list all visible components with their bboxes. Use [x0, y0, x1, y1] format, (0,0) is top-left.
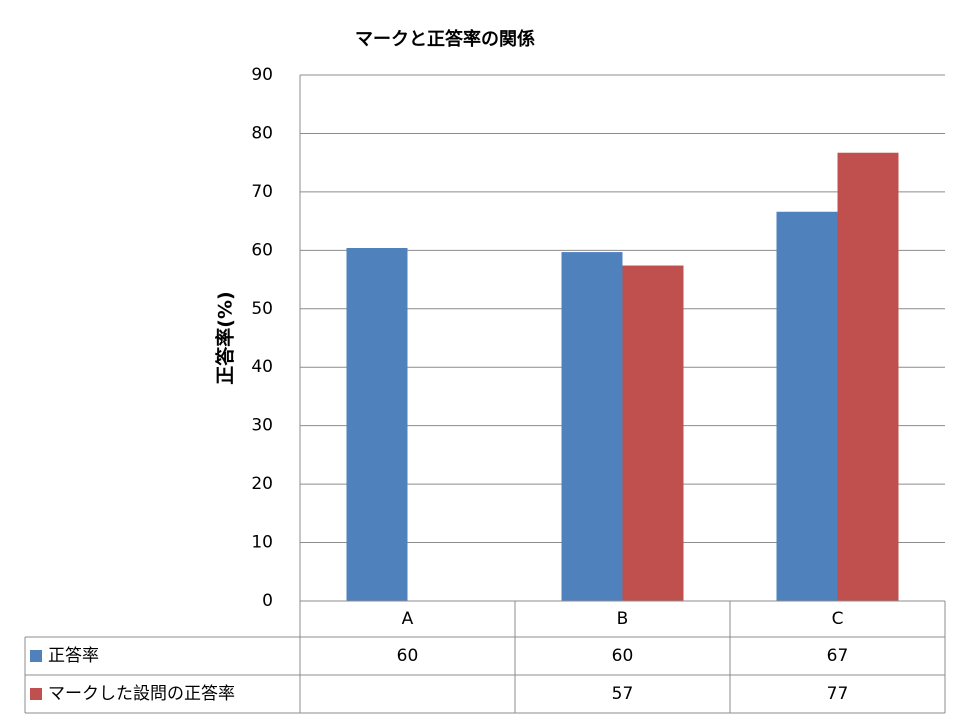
y-tick-label: 90: [251, 65, 273, 85]
y-tick-label: 0: [262, 591, 273, 611]
bar: [837, 152, 899, 601]
table-value: 77: [827, 684, 849, 704]
bar: [346, 247, 408, 602]
y-tick-label: 20: [251, 474, 273, 494]
bar: [622, 265, 684, 601]
bar: [561, 252, 623, 601]
table-value: 57: [612, 684, 634, 704]
table-value: 60: [612, 646, 634, 666]
legend-key: [30, 688, 42, 700]
y-tick-label: 50: [251, 299, 273, 319]
x-tick-label: B: [617, 609, 629, 629]
y-axis-title: 正答率(%): [214, 291, 237, 384]
legend-key: [30, 650, 42, 662]
x-tick-label: C: [832, 609, 844, 629]
x-tick-label: A: [402, 609, 414, 629]
legend-label: マークした設問の正答率: [48, 684, 235, 704]
y-tick-label: 80: [251, 123, 273, 143]
y-tick-label: 10: [251, 533, 273, 553]
y-tick-label: 40: [251, 357, 273, 377]
y-tick-label: 30: [251, 416, 273, 436]
table-value: 60: [397, 646, 419, 666]
y-tick-label: 60: [251, 240, 273, 260]
bar: [776, 211, 838, 601]
legend-label: 正答率: [48, 646, 99, 666]
chart-title: マークと正答率の関係: [355, 28, 535, 50]
table-value: 67: [827, 646, 849, 666]
y-tick-label: 70: [251, 182, 273, 202]
